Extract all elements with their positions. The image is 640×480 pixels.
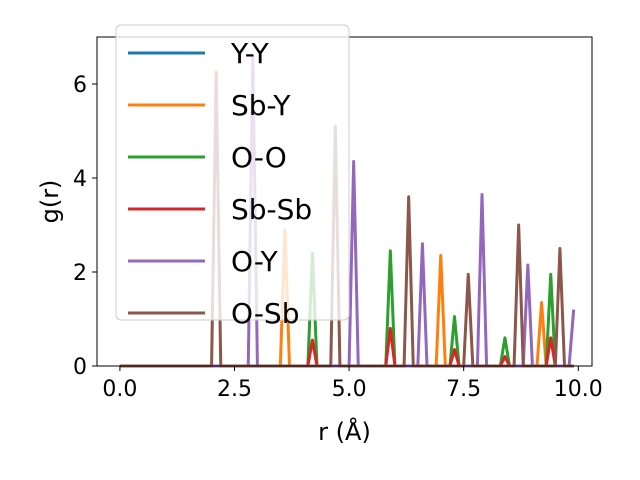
legend-label-o-sb: O-Sb (231, 297, 299, 330)
legend-label-sb-sb: Sb-Sb (231, 193, 312, 226)
x-tick-label: 7.5 (446, 377, 481, 402)
y-tick-label: 0 (73, 355, 87, 380)
x-axis-label: r (Å) (318, 417, 371, 446)
y-axis-ticks: 0 2 4 6 (73, 73, 97, 380)
legend-label-o-y: O-Y (231, 245, 279, 278)
legend-box (115, 24, 350, 321)
y-tick-label: 2 (73, 261, 87, 286)
legend-label-o-o: O-O (231, 141, 287, 174)
legend: Y-Y Sb-Y O-O Sb-Sb O-Y O-Sb (115, 24, 350, 330)
legend-label-y-y: Y-Y (230, 37, 270, 70)
x-tick-label: 2.5 (217, 377, 252, 402)
x-axis-ticks: 0.0 2.5 5.0 7.5 10.0 (102, 366, 603, 402)
y-tick-label: 4 (73, 167, 87, 192)
x-tick-label: 0.0 (102, 377, 137, 402)
x-tick-label: 5.0 (332, 377, 367, 402)
x-tick-label: 10.0 (554, 377, 603, 402)
legend-label-sb-y: Sb-Y (231, 89, 291, 122)
y-tick-label: 6 (73, 73, 87, 98)
y-axis-label: g(r) (36, 180, 64, 224)
